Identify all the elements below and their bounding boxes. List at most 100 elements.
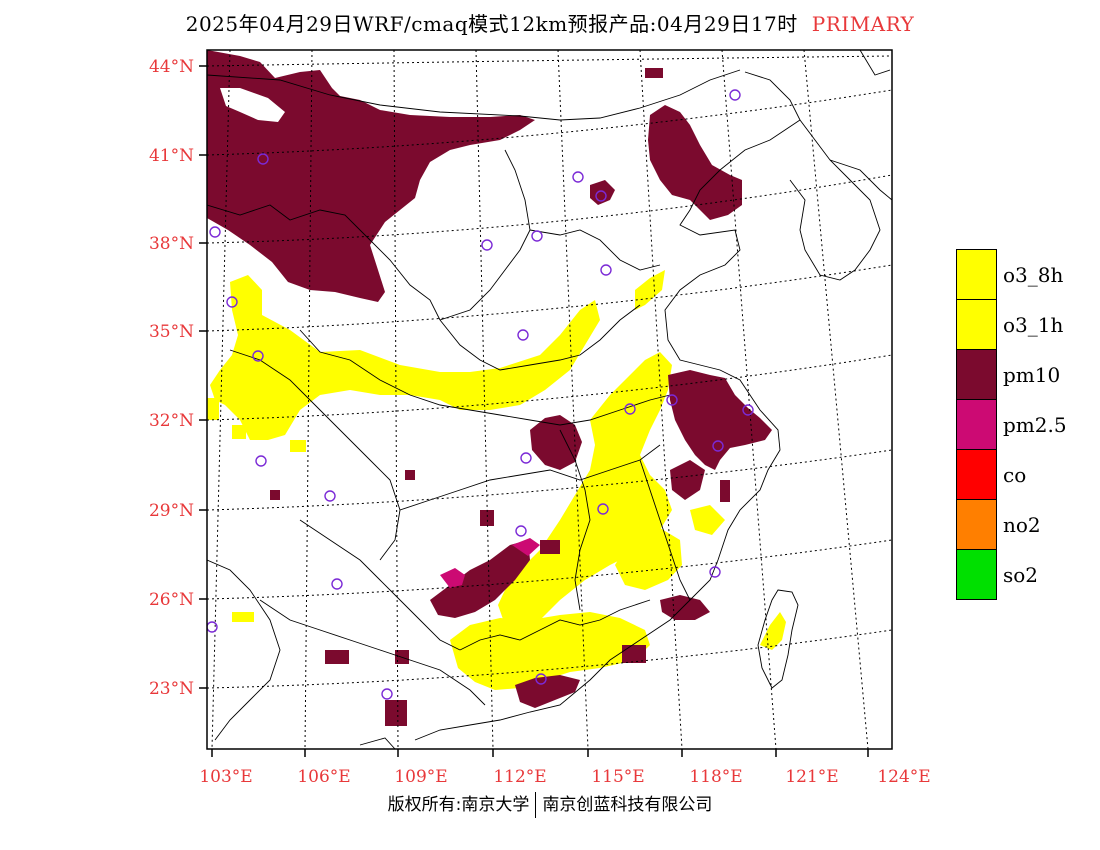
ozone-patch xyxy=(232,612,254,622)
station-marker xyxy=(712,440,724,452)
parallel-38n xyxy=(207,174,892,244)
border-inner-mongolia xyxy=(207,69,741,121)
pm10-patch xyxy=(480,510,494,526)
station-marker xyxy=(729,89,741,101)
coastline xyxy=(414,71,801,741)
pm10-patch xyxy=(645,68,663,78)
lon-labels: 103°E 106°E 109°E 112°E 115°E 118°E 121°… xyxy=(199,767,930,787)
legend-swatch xyxy=(956,499,997,550)
border-hebei xyxy=(529,229,661,271)
pm25-region-hunan-east xyxy=(512,538,540,556)
title-tag: PRIMARY xyxy=(811,12,915,36)
pm10-region-guangdong xyxy=(515,675,580,708)
station-marker xyxy=(515,525,527,537)
lat-label: 29°N xyxy=(149,501,194,521)
station-marker xyxy=(207,621,218,633)
pm10-patch xyxy=(720,480,730,502)
ozone-patch xyxy=(207,398,219,420)
meridian-118e xyxy=(639,50,683,749)
copyright-notice: 版权所有:南京大学 南京创蓝科技有限公司 xyxy=(0,790,1100,818)
ozone-region-taiwan xyxy=(760,612,786,650)
lon-label: 103°E xyxy=(199,767,252,787)
station-marker xyxy=(531,230,543,242)
lat-label: 32°N xyxy=(149,411,194,431)
border-hunan xyxy=(459,599,651,651)
hainan-outline xyxy=(359,737,396,749)
lon-label: 106°E xyxy=(297,767,350,787)
station-marker xyxy=(520,452,532,464)
border-henan xyxy=(439,304,641,371)
station-markers xyxy=(207,89,754,700)
northeast-coast xyxy=(789,50,891,281)
legend-swatch xyxy=(956,249,997,300)
copyright-left: 版权所有:南京大学 xyxy=(387,795,530,815)
meridian-121e xyxy=(721,50,777,749)
ozone-region-west xyxy=(210,275,600,440)
pm10-patch xyxy=(325,650,349,664)
pm10-region-fujian xyxy=(660,595,710,620)
lat-label: 26°N xyxy=(149,590,194,610)
border-jiangxi xyxy=(559,429,591,611)
map-title: 2025年04月29日WRF/cmaq模式12km预报产品:04月29日17时 P… xyxy=(0,8,1100,37)
ozone-region-southeast xyxy=(615,528,682,590)
lon-label: 124°E xyxy=(877,767,930,787)
lon-label: 121°E xyxy=(785,767,838,787)
parallel-35n xyxy=(207,264,892,332)
legend-swatch xyxy=(956,549,997,600)
border-central xyxy=(299,329,671,426)
meridian-106e xyxy=(304,50,313,749)
ozone-region-south xyxy=(450,612,650,690)
legend-label: co xyxy=(1003,463,1027,487)
station-marker xyxy=(742,404,754,416)
station-marker xyxy=(257,153,269,165)
border-fujian xyxy=(639,459,691,601)
ozone-region-east xyxy=(690,505,725,535)
map-frame xyxy=(206,49,893,750)
station-marker xyxy=(572,171,584,183)
station-marker xyxy=(517,329,529,341)
station-marker xyxy=(255,455,267,467)
legend-swatch xyxy=(956,299,997,350)
legend-swatch xyxy=(956,399,997,450)
pm10-patch xyxy=(270,490,280,500)
pm10-region-beijing xyxy=(648,105,742,220)
border-shanxi xyxy=(439,149,531,321)
border-north xyxy=(207,204,441,321)
parallel-41n xyxy=(207,89,892,156)
pm10-region-zhejiang xyxy=(670,460,705,500)
pm25-region-hunan xyxy=(440,568,465,588)
station-marker xyxy=(481,239,493,251)
ozone-patch xyxy=(232,425,246,439)
meridian-103e xyxy=(211,50,231,749)
pm10-region-jiangsu xyxy=(668,370,772,470)
copyright-right: 南京创蓝科技有限公司 xyxy=(542,795,713,815)
pm10-patch xyxy=(405,470,415,480)
station-marker xyxy=(252,350,264,362)
pm10-patch xyxy=(622,645,646,663)
ozone-region-north xyxy=(635,270,665,310)
border-hubei xyxy=(399,444,661,511)
province-boundaries xyxy=(207,50,892,749)
parallel-32n xyxy=(207,354,892,421)
station-marker xyxy=(226,296,238,308)
legend-label: no2 xyxy=(1003,513,1041,537)
legend-swatch xyxy=(956,349,997,400)
lon-label: 112°E xyxy=(493,767,546,787)
parallel-44n xyxy=(207,55,892,67)
pm10-region-hunan xyxy=(430,540,530,618)
pm10-patch xyxy=(540,540,560,554)
lon-label: 109°E xyxy=(394,767,447,787)
station-marker xyxy=(209,226,221,238)
map-content xyxy=(207,50,892,749)
station-marker xyxy=(624,403,636,415)
station-marker xyxy=(381,688,393,700)
lon-label: 118°E xyxy=(689,767,742,787)
legend-label: pm2.5 xyxy=(1003,413,1067,437)
pm10-patch xyxy=(385,700,407,726)
border-sichuan xyxy=(229,349,401,561)
meridian-124e xyxy=(803,50,869,749)
pm10-regions xyxy=(207,50,772,726)
lon-label: 115°E xyxy=(591,767,644,787)
station-marker xyxy=(331,578,343,590)
